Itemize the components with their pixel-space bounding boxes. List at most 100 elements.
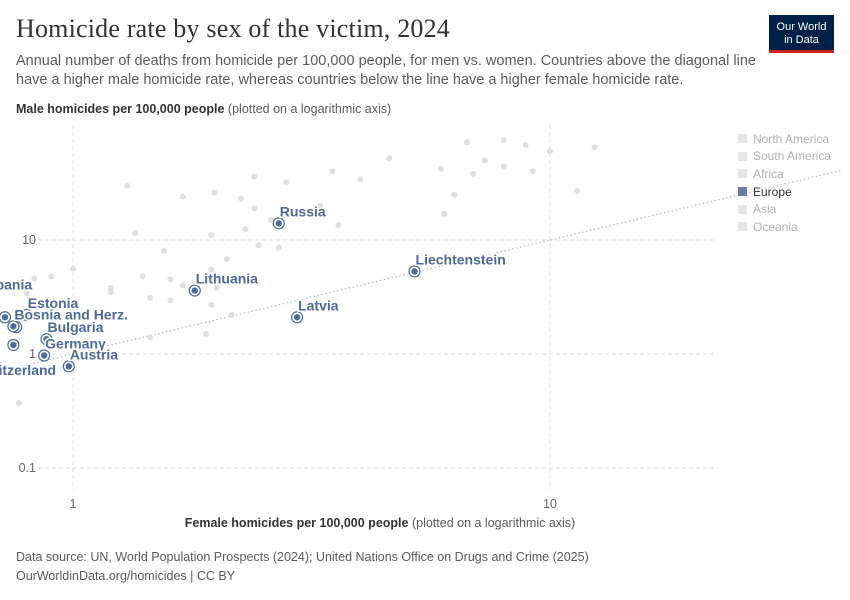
scatter-point	[529, 168, 536, 175]
legend-item-africa[interactable]: Africa	[738, 165, 831, 183]
scatter-point	[132, 230, 139, 237]
legend-label: South America	[753, 149, 832, 164]
scatter-point	[301, 207, 308, 214]
scatter-point	[451, 191, 458, 198]
scatter-point	[208, 266, 215, 273]
point-label: Bosnia and Herz.	[14, 306, 128, 322]
chart-title: Homicide rate by sex of the victim, 2024	[16, 14, 451, 43]
scatter-point	[28, 370, 35, 377]
scatter-point	[283, 179, 290, 186]
legend-item-south-america[interactable]: South America	[738, 148, 831, 166]
scatter-point	[251, 205, 258, 212]
scatter-point	[441, 210, 448, 217]
x-axis-title: Female homicides per 100,000 people (plo…	[0, 516, 760, 530]
scatter-point	[275, 244, 282, 251]
y-axis-note: (plotted on a logarithmic axis)	[227, 102, 392, 116]
x-axis-title-text: Female homicides per 100,000 people	[184, 516, 409, 530]
owid-logo[interactable]: Our World in Data	[769, 15, 834, 53]
scatter-point	[547, 148, 553, 155]
legend-swatch	[738, 169, 747, 179]
point-label: Estonia	[28, 295, 79, 311]
point-label: Albania	[0, 276, 32, 292]
legend-swatch	[738, 187, 747, 197]
point-label: Liechtenstein	[416, 251, 506, 267]
legend-item-asia[interactable]: Asia	[738, 200, 831, 218]
scatter-point	[202, 330, 209, 337]
logo-line-1: Our World	[776, 20, 827, 33]
scatter-point	[464, 139, 471, 146]
point-label: Bulgaria	[48, 319, 104, 335]
y-tick-label: 0.1	[19, 461, 36, 475]
y-tick-label: 1	[29, 347, 36, 361]
scatter-point	[208, 232, 215, 239]
x-axis-note: (plotted on a logarithmic axis)	[411, 516, 576, 530]
europe-point	[40, 352, 48, 359]
legend-label: Europe	[753, 184, 792, 199]
europe-point	[191, 287, 198, 294]
point-label: Switzerland	[0, 362, 56, 378]
scatter-point	[335, 222, 342, 229]
point-label: Latvia	[298, 297, 339, 313]
point-label: Austria	[70, 346, 118, 362]
scatter-point	[146, 334, 153, 341]
scatter-point	[437, 165, 444, 172]
scatter-point	[107, 288, 114, 295]
scatter-point	[213, 284, 220, 291]
data-source-text: UN, World Population Prospects (2024); U…	[90, 550, 589, 564]
scatter-point	[251, 173, 258, 180]
legend-item-north-america[interactable]: North America	[738, 130, 831, 148]
scatter-point	[470, 170, 477, 177]
scatter-point	[500, 137, 507, 144]
scatter-point	[167, 276, 174, 283]
scatter-point	[357, 176, 364, 183]
legend-item-oceania[interactable]: Oceania	[738, 218, 831, 236]
scatter-point	[167, 297, 174, 304]
scatter-point	[317, 202, 324, 209]
x-tick-label: 10	[543, 497, 557, 511]
europe-point	[411, 268, 418, 275]
scatter-point	[211, 189, 218, 196]
scatter-point	[139, 273, 146, 280]
y-axis-title-text: Male homicides per 100,000 people	[16, 102, 225, 116]
europe-point	[293, 314, 301, 321]
scatter-point	[500, 163, 507, 170]
scatter-point	[255, 242, 262, 249]
chart-subtitle: Annual number of deaths from homicide pe…	[16, 53, 756, 88]
y-axis-title: Male homicides per 100,000 people (plott…	[16, 102, 391, 116]
legend-label: Asia	[753, 202, 777, 217]
scatter-point	[242, 225, 249, 232]
scatter-point	[267, 216, 274, 223]
legend-label: North America	[753, 131, 830, 146]
scatter-point	[223, 256, 230, 263]
legend-swatch	[738, 151, 747, 161]
europe-point	[275, 220, 282, 227]
point-label: Russia	[280, 203, 326, 219]
scatter-point	[48, 273, 55, 280]
scatter-point	[179, 193, 186, 200]
diagonal-line	[0, 169, 843, 373]
scatter-point	[481, 157, 488, 164]
footer-url[interactable]: OurWorldinData.org/homicides | CC BY	[16, 569, 236, 583]
scatter-point	[179, 282, 186, 289]
point-label: Lithuania	[196, 271, 258, 287]
scatter-point	[522, 142, 529, 149]
data-source-label: Data source:	[16, 550, 87, 564]
footer: Data source: UN, World Population Prospe…	[16, 548, 589, 586]
scatter-point	[208, 301, 215, 308]
europe-point	[10, 341, 17, 349]
legend-label: Africa	[753, 166, 784, 181]
scatter-point	[237, 195, 244, 202]
legend-item-europe[interactable]: Europe	[738, 183, 831, 201]
data-source: Data source: UN, World Population Prospe…	[16, 548, 589, 567]
europe-point	[1, 314, 9, 321]
scatter-point	[124, 182, 131, 189]
scatter-point	[574, 187, 581, 194]
europe-point	[23, 311, 30, 319]
scatter-point	[70, 265, 76, 272]
scatter-point	[160, 248, 167, 255]
scatter-point	[228, 311, 235, 318]
scatter-point	[31, 275, 38, 282]
scatter-point	[23, 290, 30, 297]
europe-point	[65, 363, 73, 370]
